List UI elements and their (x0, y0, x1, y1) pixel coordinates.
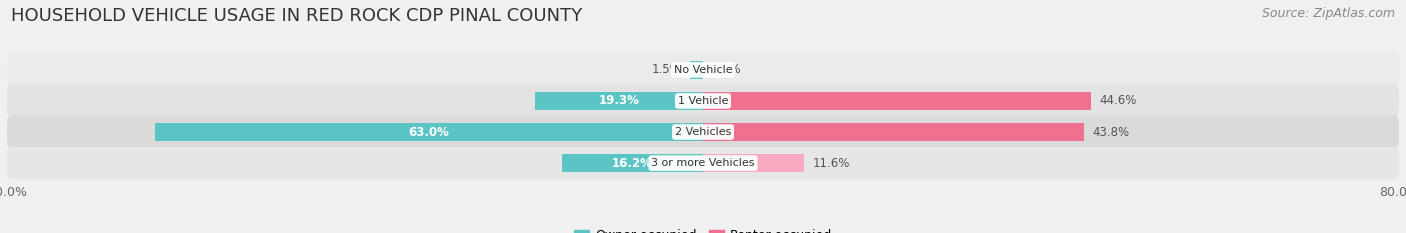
Text: 2 Vehicles: 2 Vehicles (675, 127, 731, 137)
FancyBboxPatch shape (7, 116, 1399, 148)
Text: 44.6%: 44.6% (1099, 94, 1137, 107)
Bar (536, 92, 703, 110)
Bar (703, 123, 1084, 141)
Legend: Owner-occupied, Renter-occupied: Owner-occupied, Renter-occupied (568, 224, 838, 233)
Bar (703, 154, 804, 172)
Bar (562, 154, 703, 172)
Text: 43.8%: 43.8% (1092, 126, 1130, 139)
Text: 11.6%: 11.6% (813, 157, 851, 170)
Text: 63.0%: 63.0% (409, 126, 450, 139)
FancyBboxPatch shape (7, 147, 1399, 179)
Bar (703, 92, 1091, 110)
Text: 1 Vehicle: 1 Vehicle (678, 96, 728, 106)
Text: Source: ZipAtlas.com: Source: ZipAtlas.com (1261, 7, 1395, 20)
Text: 16.2%: 16.2% (612, 157, 652, 170)
Text: 1.5%: 1.5% (651, 63, 682, 76)
Text: 3 or more Vehicles: 3 or more Vehicles (651, 158, 755, 168)
Bar (155, 123, 703, 141)
Text: 19.3%: 19.3% (599, 94, 640, 107)
Text: HOUSEHOLD VEHICLE USAGE IN RED ROCK CDP PINAL COUNTY: HOUSEHOLD VEHICLE USAGE IN RED ROCK CDP … (11, 7, 582, 25)
FancyBboxPatch shape (7, 85, 1399, 117)
FancyBboxPatch shape (7, 54, 1399, 86)
Text: No Vehicle: No Vehicle (673, 65, 733, 75)
Text: 0.0%: 0.0% (711, 63, 741, 76)
Bar (690, 61, 703, 79)
